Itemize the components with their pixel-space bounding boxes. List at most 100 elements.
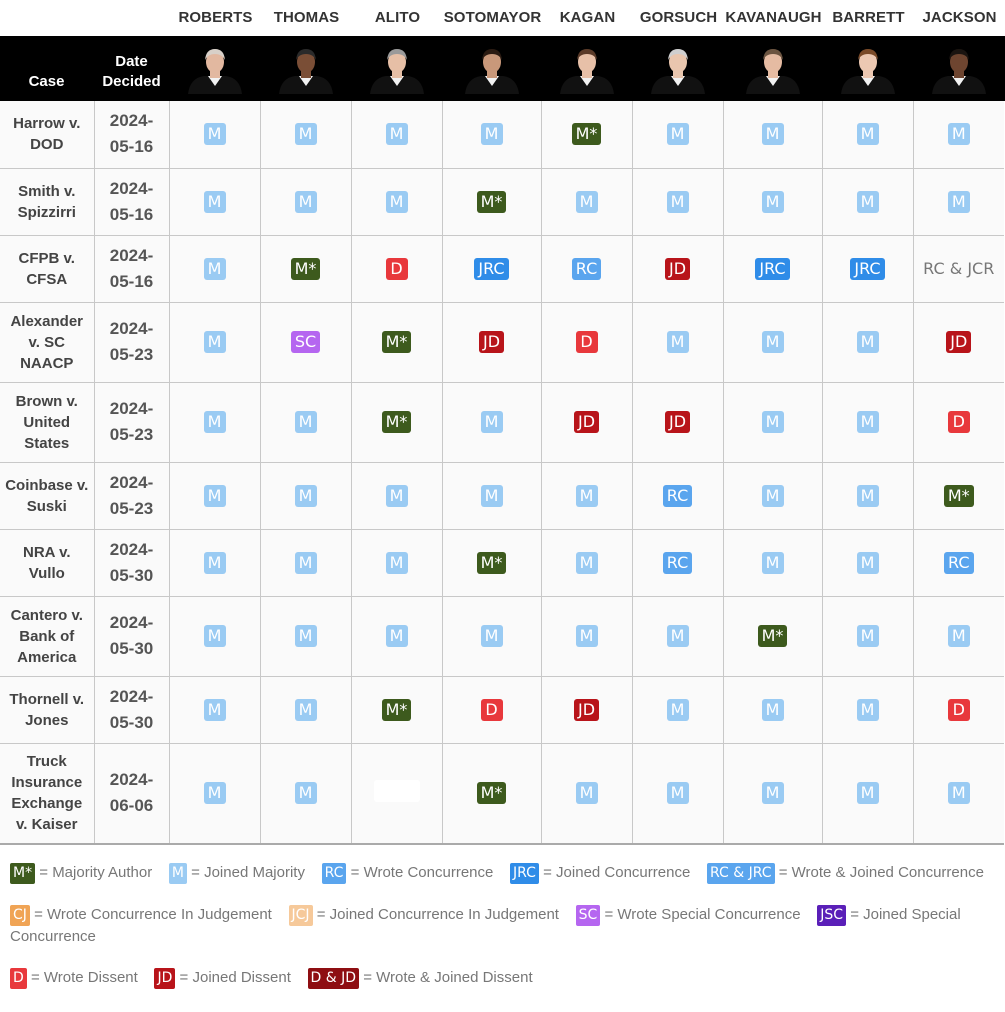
legend-swatch: M bbox=[168, 863, 187, 884]
case-name: NRA v. Vullo bbox=[0, 528, 95, 597]
date-decided: 2024- 05-30 bbox=[93, 528, 170, 597]
vote-badge: M bbox=[203, 551, 226, 574]
vote-badge: M bbox=[294, 698, 317, 721]
vote-cell: M* bbox=[912, 461, 1004, 530]
vote-badge: M bbox=[203, 484, 226, 507]
vote-badge: M bbox=[385, 123, 408, 146]
vote-badge: SC bbox=[290, 331, 321, 353]
vote-badge: M bbox=[761, 190, 784, 213]
vote-badge: M bbox=[385, 190, 408, 213]
vote-badge: M bbox=[856, 190, 879, 213]
vote-cell: M bbox=[259, 461, 352, 530]
vote-badge: M bbox=[575, 484, 598, 507]
vote-badge: M bbox=[947, 123, 970, 146]
vote-badge: M bbox=[575, 782, 598, 805]
date-decided: 2024- 05-30 bbox=[93, 595, 170, 677]
vote-cell: M bbox=[722, 167, 823, 236]
vote-badge: D bbox=[385, 257, 408, 280]
vote-cell: M bbox=[259, 167, 352, 236]
vote-cell: M bbox=[540, 167, 633, 236]
vote-cell: M bbox=[259, 381, 352, 463]
vote-badge: M bbox=[947, 625, 970, 647]
legend-item: D & JD = Wrote & Joined Dissent bbox=[307, 968, 533, 989]
vote-cell: M bbox=[168, 461, 261, 530]
vote-cell: M bbox=[821, 595, 914, 677]
vote-badge: M bbox=[666, 698, 689, 721]
vote-badge: M bbox=[385, 625, 408, 647]
legend-swatch: M* bbox=[10, 863, 36, 884]
legend-swatch: JCJ bbox=[288, 905, 313, 926]
vote-cell: RC bbox=[631, 528, 724, 597]
vote-badge: M bbox=[294, 411, 317, 433]
legend-item: JCJ = Joined Concurrence In Judgement bbox=[288, 905, 559, 926]
vote-cell: M bbox=[722, 461, 823, 530]
vote-badge: JRC bbox=[850, 257, 885, 280]
table-row: Coinbase v. Suski 2024- 05-23 M M M M M RC M M M* bbox=[0, 461, 1004, 530]
legend-swatch: JRC bbox=[510, 863, 539, 884]
case-name: CFPB v. CFSA bbox=[0, 234, 95, 303]
vote-badge: M bbox=[856, 625, 879, 647]
vote-badge: M bbox=[575, 551, 598, 574]
vote-cell: M* bbox=[540, 101, 633, 169]
vote-cell: JD bbox=[631, 381, 724, 463]
legend-label: = Joined Special Concurrence bbox=[10, 906, 961, 945]
vote-cell: M bbox=[441, 101, 542, 169]
vote-badge: RC bbox=[662, 484, 693, 507]
vote-cell: D bbox=[540, 301, 633, 383]
justice-name: KAGAN bbox=[559, 9, 616, 26]
vote-cell: M bbox=[722, 675, 823, 744]
vote-badge: M bbox=[294, 551, 317, 574]
legend-label: = Wrote Special Concurrence bbox=[600, 906, 801, 923]
legend-swatch: D bbox=[10, 968, 27, 989]
vote-badge: M bbox=[480, 411, 503, 433]
vote-cell: M bbox=[912, 167, 1004, 236]
case-name: Cantero v. Bank of America bbox=[0, 595, 95, 677]
justice-portrait bbox=[366, 44, 428, 94]
vote-badge: M bbox=[666, 123, 689, 146]
vote-badge: RC bbox=[571, 257, 602, 280]
legend-label: = Majority Author bbox=[35, 864, 153, 881]
vote-cell: M* bbox=[350, 381, 443, 463]
table-row: Cantero v. Bank of America 2024- 05-30 M M M M… bbox=[0, 595, 1004, 677]
vote-cell: M bbox=[722, 528, 823, 597]
vote-cell: M bbox=[631, 301, 724, 383]
legend-row: CJ = Wrote Concurrence In Judgement JCJ … bbox=[0, 904, 1005, 947]
vote-cell: M bbox=[631, 595, 724, 677]
legend-item: JSC = Joined Special Concurrence bbox=[10, 905, 961, 945]
justice-portrait bbox=[742, 44, 804, 94]
justice-portrait bbox=[556, 44, 618, 94]
vote-cell: M bbox=[350, 595, 443, 677]
vote-badge: M bbox=[294, 625, 317, 647]
vote-cell: D bbox=[441, 675, 542, 744]
legend-row: D = Wrote Dissent JD = Joined Dissent D … bbox=[0, 967, 1005, 989]
vote-badge: M bbox=[203, 257, 226, 280]
vote-badge: M bbox=[856, 782, 879, 805]
vote-cell: M bbox=[722, 301, 823, 383]
table-row: Thornell v. Jones 2024- 05-30 M M M* D JD M M M D bbox=[0, 675, 1004, 744]
vote-badge: JRC bbox=[474, 257, 509, 280]
votes-table: Harrow v. DOD 2024- 05-16 M M M M M* M M M M Smith v… bbox=[0, 101, 1004, 845]
vote-badge: JD bbox=[573, 411, 600, 433]
legend-label: = Joined Concurrence bbox=[538, 864, 691, 881]
date-decided: 2024- 05-23 bbox=[93, 301, 170, 383]
legend-label: = Wrote Concurrence bbox=[346, 864, 494, 881]
legend-label: = Wrote & Joined Concurrence bbox=[774, 864, 984, 881]
vote-cell: M* bbox=[722, 595, 823, 677]
vote-badge: RC bbox=[662, 551, 693, 574]
vote-cell: M bbox=[168, 528, 261, 597]
vote-badge: M bbox=[203, 782, 226, 805]
vote-badge: D bbox=[575, 331, 598, 353]
justice-name: ROBERTS bbox=[178, 9, 253, 26]
date-decided: 2024- 06-06 bbox=[93, 742, 170, 845]
legend-swatch: SC bbox=[575, 905, 601, 926]
vote-badge: M bbox=[294, 190, 317, 213]
vote-cell: M bbox=[912, 742, 1004, 845]
vote-cell: M bbox=[540, 461, 633, 530]
case-name: Brown v. United States bbox=[0, 381, 95, 463]
legend-swatch: JD bbox=[154, 968, 176, 989]
vote-badge: M* bbox=[290, 257, 321, 280]
vote-cell: JD bbox=[441, 301, 542, 383]
vote-cell: M bbox=[631, 675, 724, 744]
vote-cell: D bbox=[912, 675, 1004, 744]
vote-cell: M bbox=[912, 101, 1004, 169]
